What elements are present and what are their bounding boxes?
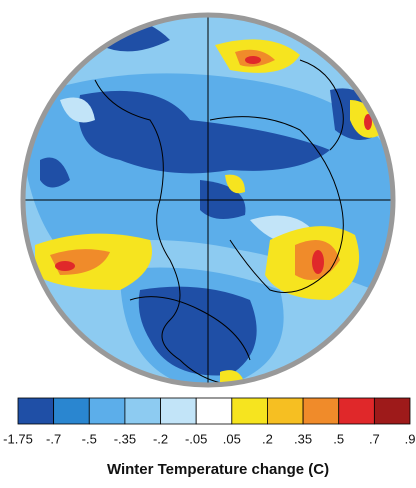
colorbar-segment [17, 397, 55, 425]
colorbar-tick-label: .2 [262, 431, 273, 446]
colorbar-tick-label: -.05 [185, 431, 207, 446]
colorbar-tick-label: -.5 [82, 431, 97, 446]
colorbar-tick-label: .5 [333, 431, 344, 446]
colorbar-segment [88, 397, 126, 425]
colorbar-tick-label: -.35 [114, 431, 136, 446]
colorbar: -1.75 -.7 -.5 -.35 -.2 -.05 .05 .2 .35 .5 .7 .9 [3, 397, 416, 446]
globe-rim [20, 12, 396, 388]
colorbar-segment [195, 397, 233, 425]
colorbar-tick-label: -.7 [46, 431, 61, 446]
colorbar-tick-label: .35 [294, 431, 312, 446]
colorbar-tick-label: .7 [369, 431, 380, 446]
colorbar-segment [231, 397, 268, 425]
colorbar-segment [267, 397, 304, 425]
colorbar-segment [160, 397, 197, 425]
colorbar-segment [338, 397, 375, 425]
colorbar-segment [124, 397, 161, 425]
colorbar-tick-label: -.2 [153, 431, 168, 446]
colorbar-tick-label: .9 [405, 431, 416, 446]
colorbar-tick-label: -1.75 [3, 431, 33, 446]
colorbar-segment [302, 397, 340, 425]
colorbar-segment [373, 397, 411, 425]
colorbar-segment [53, 397, 90, 425]
colorbar-tick-label: .05 [223, 431, 241, 446]
map [23, 15, 393, 385]
colorbar-title: Winter Temperature change (C) [107, 461, 329, 478]
